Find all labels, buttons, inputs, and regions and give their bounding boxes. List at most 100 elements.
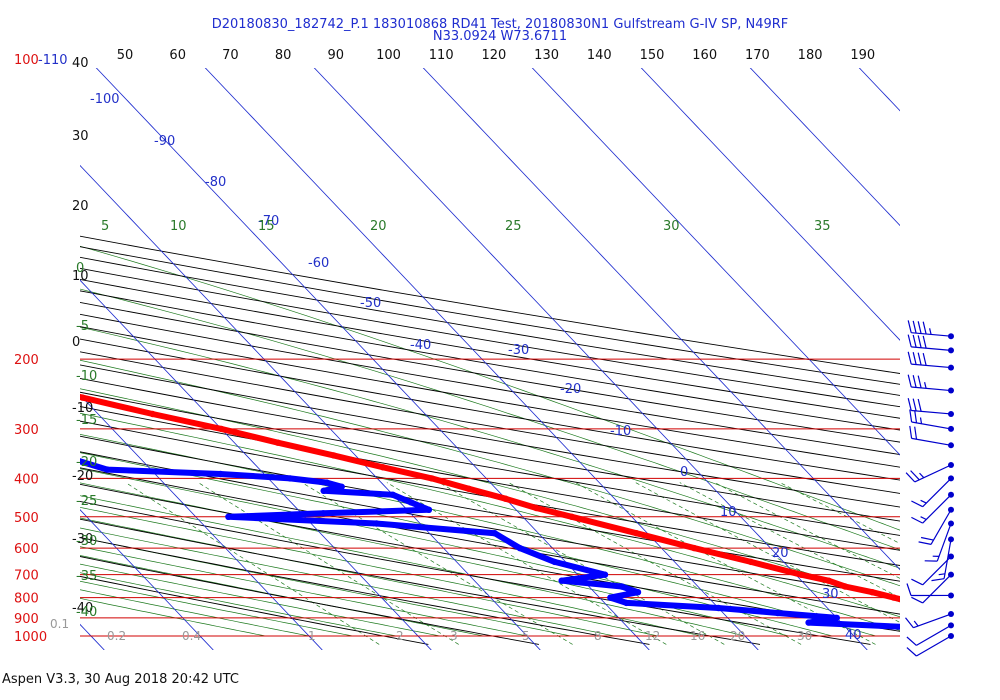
temperature-tick-label: 30 [72,129,89,144]
wind-barb [907,374,954,394]
mixing-ratio-label: 20 [730,629,745,643]
isotherm-label: -20 [560,382,581,397]
theta-e-label: 25 [505,219,522,234]
moist-adiabat-line [80,388,900,603]
isotherm-line [80,394,323,650]
top-tick-label: 120 [481,48,506,63]
moist-adiabat-line [80,563,440,637]
chart-title: D20180830_182742_P.1 183010868 RD41 Test… [212,17,789,32]
dewpoint-point [389,491,397,498]
temperature-point [841,583,849,590]
moist-adiabat-line [80,412,900,618]
moist-adiabat-line [80,482,789,637]
mixing-ratio-line [575,482,876,645]
theta-e-label: 35 [814,219,831,234]
moist-side-label: -20 [76,455,97,470]
moist-adiabat-line [80,495,746,637]
moist-adiabat-line [80,597,266,637]
dewpoint-point [425,506,433,513]
temperature-profile [80,393,976,621]
moist-side-label: -25 [76,494,97,509]
temperature-point [330,452,337,459]
pressure-tick-label: 200 [14,353,39,368]
isotherm-line [80,623,105,650]
theta-e-label: 5 [101,219,109,234]
mixing-ratio-label: 2 [396,629,404,643]
temperature-point [428,475,435,482]
mixing-ratio-line [198,482,459,645]
temperature-tick-label: -20 [72,469,93,484]
dry-adiabat-line [80,420,900,566]
temperature-point [825,577,832,584]
isotherm-label: -90 [154,134,175,149]
moist-adiabat-line [80,359,900,587]
mixing-ratio-line [779,482,900,544]
wind-barb [906,583,954,599]
moist-adiabat-line [80,245,900,531]
mixing-ratio-label: 30 [797,629,812,643]
dewpoint-point [601,571,609,578]
top-tick-label: 60 [169,48,186,63]
isotherm-line [80,164,541,650]
isotherm-label: -50 [360,296,381,311]
dry-adiabat-line [80,267,900,408]
temperature-point [798,571,805,578]
moist-adiabat-line [80,546,528,637]
moist-adiabat-line [80,288,900,551]
wind-barbs [905,320,954,657]
pressure-tick-label: 300 [14,423,39,438]
temperature-tick-label: 0 [72,335,80,350]
theta-e-label: 10 [170,219,187,234]
top-tick-label: 100 [376,48,401,63]
moist-adiabat-line [80,517,658,637]
mixing-ratio-label: 1 [308,629,316,643]
dewpoint-point [805,619,812,626]
dry-adiabat-line [80,406,900,551]
moist-side-label: -15 [76,413,97,428]
wind-barb [911,553,954,586]
mixing-ratio-label: 12 [645,629,660,643]
wind-barb [931,536,954,582]
chart-subtitle: N33.0924 W73.6711 [433,29,567,44]
moist-side-label: -30 [76,534,97,549]
isotherm-label: -60 [308,256,329,271]
moist-side-label: -5 [76,319,89,334]
dry-adiabat-line [80,556,539,645]
isotherm-label: 40 [845,628,862,643]
wind-barb [911,491,954,524]
temperature-point [970,615,976,621]
dewpoint-point [53,447,59,453]
isotherm-line [95,68,650,650]
isotherm-label: -80 [205,175,226,190]
isotherm-label: -100 [90,92,120,107]
moist-adiabat-line [80,580,353,637]
moist-side-label: -35 [76,569,97,584]
isotherm-line [313,68,868,650]
isotherm-label: -70 [258,214,279,229]
temperature-point [218,425,225,433]
isotherm-label: 20 [772,546,789,561]
top-tick-label: 110 [429,48,454,63]
dry-adiabat-line [80,467,900,615]
dewpoint-point [516,544,523,552]
top-tick-label: 90 [328,48,345,63]
wind-barb [911,571,954,604]
isotherm-label: 30 [822,587,839,602]
mixing-ratio-label: 8 [594,629,602,643]
dewpoint-point [104,466,111,473]
wind-barb [906,622,954,646]
mixing-ratio-label: 5 [522,629,530,643]
mixing-ratio-label: 3 [450,629,458,643]
pressure-tick-label: 500 [14,511,39,526]
isotherm-line [204,68,759,650]
top-tick-label: 130 [534,48,559,63]
moist-side-label: -40 [76,605,97,620]
wind-barb [907,398,954,417]
pressure-tick-label: 800 [14,592,39,607]
dry-adiabat-line [80,377,900,522]
dewpoint-point [320,510,327,517]
dewpoint-point [551,558,558,566]
dewpoint-point [983,628,989,634]
wind-barb [905,461,954,483]
